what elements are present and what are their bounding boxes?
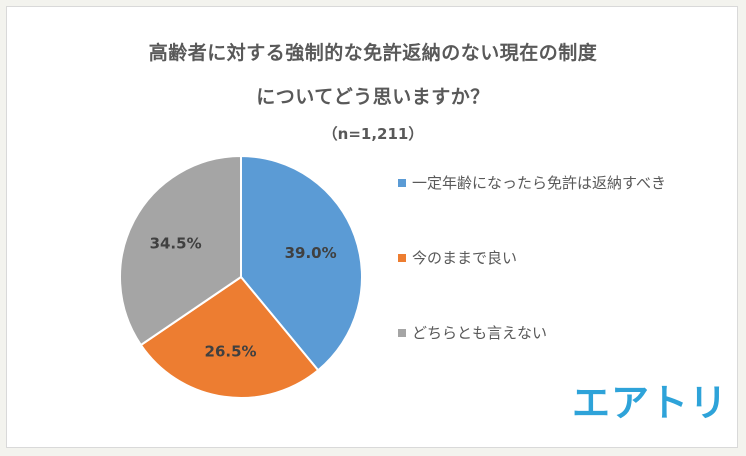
legend-label-3: どちらとも言えない [412, 324, 548, 342]
legend-label-2: 今のままで良い [412, 249, 518, 267]
pie-label-1: 39.0% [285, 244, 337, 262]
chart-title-line-2: についてどう思いますか？ [256, 86, 490, 108]
pie-label-3: 34.5% [150, 234, 202, 252]
pie-label-2: 26.5% [205, 342, 257, 360]
chart-subtitle: （n=1,211） [322, 125, 424, 143]
airtrip-logo: エアトリ [572, 381, 729, 425]
legend-swatch-1 [398, 178, 406, 187]
chart-title-line-1: 高齢者に対する強制的な免許返納のない現在の制度 [148, 42, 598, 64]
pie-slice-3 [119, 154, 242, 347]
legend-item-1: 一定年齢になったら免許は返納すべき [398, 172, 666, 193]
legend-label-1: 一定年齢になったら免許は返納すべき [412, 174, 666, 192]
legend-item-3: どちらとも言えない [398, 322, 547, 343]
pie-slice-1 [240, 154, 363, 372]
pie-slice-2 [139, 275, 320, 399]
legend-item-2: 今のままで良い [398, 247, 517, 268]
chart-frame [6, 6, 738, 448]
legend-swatch-3 [398, 328, 406, 337]
legend-swatch-2 [398, 253, 406, 262]
